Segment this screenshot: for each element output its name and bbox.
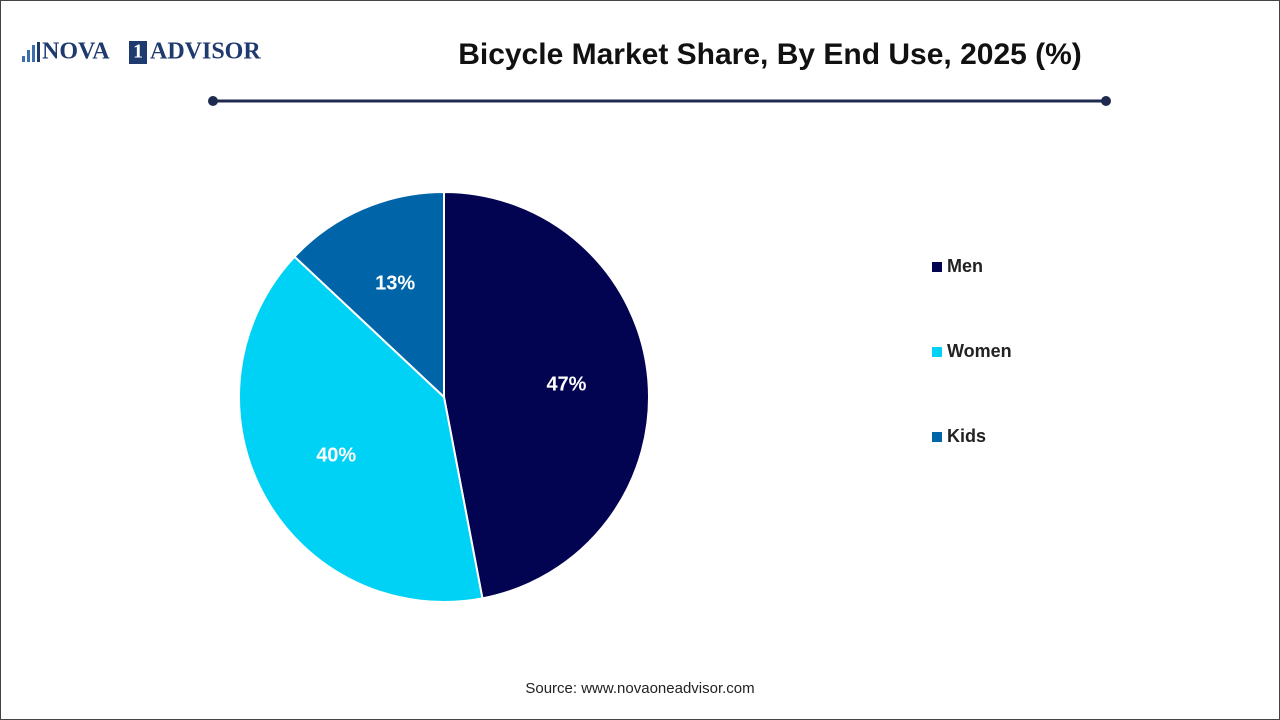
logo-icon (37, 42, 40, 62)
rule-dot (1101, 96, 1111, 106)
legend-swatch (932, 432, 942, 442)
logo: NOVA 1 ADVISOR (22, 39, 261, 65)
pie-slice (293, 190, 445, 400)
chart-title: Bicycle Market Share, By End Use, 2025 (… (458, 38, 1082, 71)
data-label: 40% (316, 445, 356, 467)
logo-icon (32, 45, 35, 62)
data-label: 13% (375, 272, 415, 294)
pie-slice (443, 190, 650, 600)
legend-label: Men (947, 256, 983, 276)
logo-badge-box (129, 41, 147, 64)
legend-label: Kids (947, 426, 986, 446)
pie-slice (238, 255, 484, 603)
legend: Men Women Kids (932, 256, 1012, 446)
logo-text: ADVISOR (150, 39, 261, 65)
data-label: 47% (546, 374, 586, 396)
source: Source: www.novaoneadvisor.com (525, 680, 754, 697)
legend-swatch (932, 347, 942, 357)
legend-label: Women (947, 341, 1012, 361)
logo-icon (27, 50, 30, 62)
logo-text: NOVA (42, 39, 110, 65)
pie: 47% 40% 13% (238, 190, 650, 603)
logo-icon (22, 56, 25, 62)
legend-swatch (932, 262, 942, 272)
rule-dot (208, 96, 218, 106)
logo-badge: 1 (133, 41, 143, 63)
